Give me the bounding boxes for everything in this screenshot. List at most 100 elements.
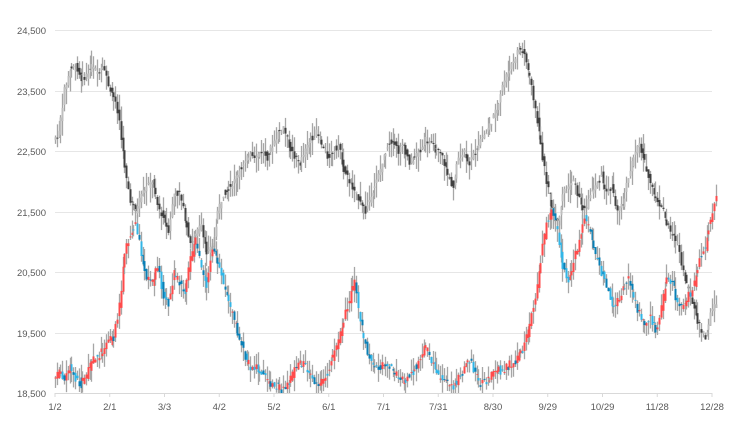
- ohlc-body: [229, 184, 232, 187]
- ohlc-body: [399, 377, 402, 380]
- ohlc-body: [85, 374, 88, 379]
- ohlc-body: [72, 372, 75, 375]
- y-axis-labels: 18,500 19,500 20,500 21,500 22,500 23,500 24,5…: [17, 26, 46, 400]
- ohlc-body: [333, 350, 336, 361]
- ohlc-body: [530, 78, 533, 85]
- ohlc-body: [388, 366, 391, 369]
- ohlc-body: [543, 233, 546, 245]
- ohlc-body: [286, 135, 289, 137]
- ohlc-body: [284, 387, 287, 390]
- ohlc-body: [594, 185, 597, 191]
- ohlc-body: [560, 242, 563, 258]
- ohlc-body: [169, 219, 172, 232]
- ohlc-body: [266, 151, 269, 161]
- ohlc-body: [534, 100, 537, 109]
- y-tick-label: 24,500: [17, 26, 46, 37]
- ohlc-body: [448, 385, 451, 387]
- ohlc-body: [452, 180, 455, 188]
- ohlc-body: [78, 67, 81, 75]
- ohlc-body: [472, 361, 475, 373]
- ohlc-body: [344, 166, 347, 174]
- ohlc-body: [421, 147, 424, 150]
- ohlc-body: [355, 282, 358, 294]
- ohlc-body: [178, 281, 181, 286]
- ohlc-body: [514, 58, 517, 63]
- ohlc-body: [543, 156, 546, 167]
- ohlc-body: [554, 213, 557, 221]
- ohlc-body: [417, 360, 420, 369]
- ohlc-body: [634, 299, 637, 301]
- ohlc-body: [238, 333, 241, 340]
- ohlc-body: [174, 194, 177, 197]
- ohlc-body: [246, 353, 249, 362]
- ohlc-body: [251, 366, 254, 370]
- ohlc-body: [390, 364, 393, 367]
- ohlc-body: [216, 257, 219, 264]
- x-tick-label: 7/1: [377, 402, 390, 413]
- ohlc-body: [324, 149, 327, 151]
- ohlc-body: [269, 381, 272, 387]
- ohlc-body: [481, 137, 484, 139]
- ohlc-body: [342, 322, 345, 328]
- ohlc-body: [120, 121, 123, 140]
- ohlc-body: [653, 188, 656, 195]
- ohlc-body: [187, 222, 190, 237]
- ohlc-body: [284, 127, 287, 134]
- ohlc-body: [350, 290, 353, 304]
- ohlc-body: [218, 203, 221, 214]
- ohlc-body: [122, 266, 125, 292]
- ohlc-body: [227, 189, 230, 191]
- ohlc-body: [204, 237, 207, 244]
- ohlc-body: [182, 289, 185, 292]
- ohlc-body: [142, 254, 145, 265]
- ohlc-body: [165, 222, 168, 227]
- ohlc-body: [466, 360, 469, 363]
- ohlc-body: [351, 182, 354, 190]
- ohlc-body: [359, 312, 362, 322]
- ohlc-body: [260, 371, 263, 375]
- ohlc-body: [423, 346, 426, 356]
- ohlc-body: [709, 219, 712, 224]
- ohlc-body: [403, 144, 406, 146]
- y-tick-label: 19,500: [17, 329, 46, 340]
- ohlc-body: [328, 369, 331, 371]
- ohlc-body: [450, 384, 453, 386]
- x-axis-labels: 1/2 2/1 3/3 4/2 5/2 6/1 7/1 7/31 8/30 9/29 10/29 11…: [48, 393, 724, 413]
- ohlc-body: [419, 359, 422, 361]
- ohlc-body: [528, 323, 531, 337]
- ohlc-body: [518, 352, 521, 361]
- ohlc-body: [74, 69, 77, 71]
- ohlc-body: [107, 339, 110, 343]
- ohlc-body: [302, 154, 305, 157]
- ohlc-body: [118, 109, 121, 121]
- ohlc-body: [609, 188, 612, 191]
- ohlc-body: [231, 311, 234, 313]
- ohlc-body: [264, 151, 267, 156]
- ohlc-body: [581, 205, 584, 211]
- ohlc-body: [423, 146, 426, 150]
- ohlc-body: [587, 199, 590, 209]
- ohlc-body: [103, 348, 106, 354]
- ohlc-body: [682, 265, 685, 271]
- ohlc-body: [417, 151, 420, 157]
- ohlc-body: [154, 187, 157, 195]
- ohlc-body: [476, 373, 479, 375]
- ohlc-body: [446, 379, 449, 381]
- ohlc-body: [331, 354, 334, 358]
- ohlc-body: [541, 142, 544, 161]
- ohlc-body: [602, 171, 605, 184]
- ohlc-body: [109, 336, 112, 341]
- ohlc-body: [331, 152, 334, 154]
- ohlc-body: [300, 157, 303, 162]
- ohlc-body: [278, 129, 281, 131]
- ohlc-body: [532, 307, 535, 312]
- ohlc-body: [271, 383, 274, 387]
- ohlc-body: [665, 219, 668, 226]
- ohlc-body: [430, 141, 433, 143]
- ohlc-body: [125, 243, 128, 254]
- ohlc-body: [80, 377, 83, 389]
- ohlc-body: [492, 370, 495, 377]
- ohlc-body: [220, 267, 223, 276]
- ohlc-body: [401, 145, 404, 147]
- ohlc-body: [145, 186, 148, 192]
